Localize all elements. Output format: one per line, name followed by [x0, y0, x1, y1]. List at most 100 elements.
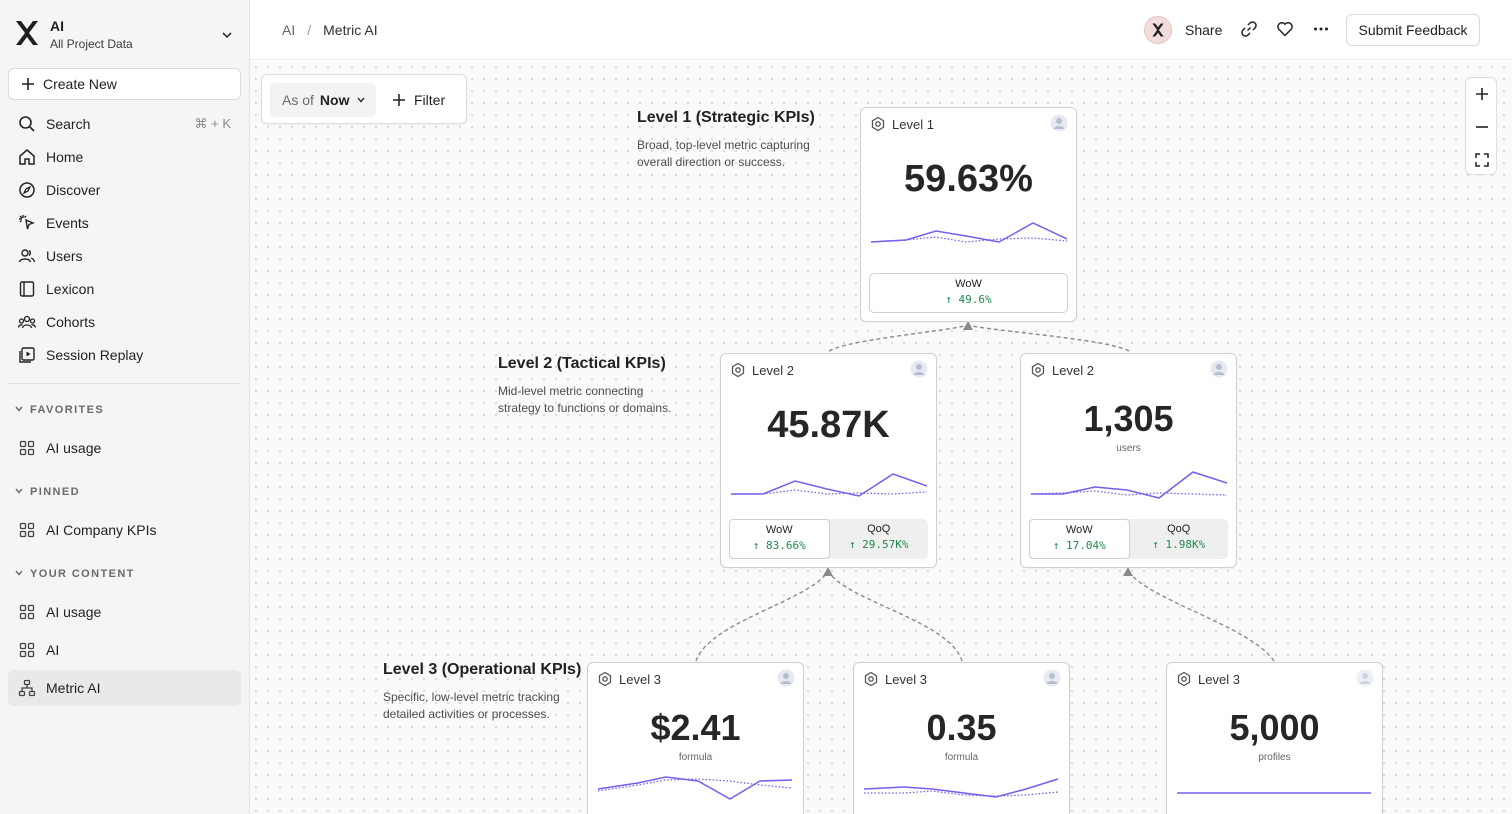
delta-label: QoQ [1167, 523, 1191, 535]
zoom-in-button[interactable] [1466, 78, 1496, 111]
as-of-dropdown[interactable]: As of Now [270, 83, 376, 117]
delta-label: QoQ [867, 523, 891, 535]
fit-view-button[interactable] [1466, 144, 1496, 177]
metric-value: 59.63% [904, 158, 1033, 200]
create-new-label: Create New [43, 76, 117, 92]
delta-qoq[interactable]: QoQ ↑ 1.98K% [1130, 519, 1229, 559]
metric-tree-canvas[interactable]: As of Now Filter Level 1 (Strategic KPIs)… [250, 61, 1512, 814]
create-new-button[interactable]: Create New [8, 68, 241, 100]
metric-card-level-3-c[interactable]: Level 3 5,000 profiles [1166, 662, 1383, 814]
filter-label: Filter [414, 92, 446, 108]
user-avatar-icon [1043, 669, 1061, 687]
nav-session-replay-label: Session Replay [46, 347, 144, 363]
comparison-panel: WoW ↑ 49.6% [869, 273, 1068, 313]
nav-discover-label: Discover [46, 182, 101, 198]
compass-icon [19, 182, 35, 198]
zoom-out-button[interactable] [1466, 111, 1496, 144]
user-avatar-icon [1152, 23, 1164, 37]
level-3-title: Level 3 (Operational KPIs) [383, 661, 582, 678]
add-filter-button[interactable]: Filter [392, 83, 445, 117]
nav-users[interactable]: Users [8, 240, 241, 272]
delta-value: ↑ 17.04% [1052, 539, 1106, 552]
chevron-down-icon [15, 406, 23, 412]
as-of-label: As of [282, 92, 314, 108]
metric-icon [1177, 671, 1191, 687]
level-2-description: Mid-level metric connecting strategy to … [498, 384, 672, 415]
nav-home-label: Home [46, 149, 84, 165]
content-item-ai[interactable]: AI [8, 634, 241, 666]
content-item-metric-ai[interactable]: Metric AI [8, 670, 241, 706]
metric-card-level-2-a[interactable]: Level 2 45.87K WoW ↑ 83.66% QoQ ↑ 29.57K… [720, 353, 937, 568]
nav-discover[interactable]: Discover [8, 174, 241, 206]
share-button[interactable]: Share [1185, 22, 1223, 38]
user-avatar-icon [1356, 669, 1374, 687]
metric-value: 5,000 [1229, 707, 1320, 748]
delta-wow[interactable]: WoW ↑ 17.04% [1029, 519, 1130, 559]
card-title: Level 2 [1052, 363, 1094, 378]
metric-card-level-2-b[interactable]: Level 2 1,305 users WoW ↑ 17.04% QoQ ↑ 1… [1020, 353, 1237, 568]
project-switcher[interactable]: AI All Project Data [14, 16, 236, 56]
metric-value: 1,305 [1083, 398, 1174, 439]
pinned-item-ai-company-kpis[interactable]: AI Company KPIs [8, 514, 241, 546]
nav-session-replay[interactable]: Session Replay [8, 339, 241, 371]
metric-value: 0.35 [926, 707, 997, 748]
nav-search-label: Search [46, 116, 91, 132]
nav-events[interactable]: Events [8, 207, 241, 239]
chevron-down-icon[interactable] [220, 28, 234, 42]
nav-lexicon-label: Lexicon [46, 281, 95, 297]
content-item-label: AI usage [46, 604, 102, 620]
metric-value: $2.41 [650, 707, 741, 748]
nav-cohorts[interactable]: Cohorts [8, 306, 241, 338]
delta-value: ↑ 1.98K% [1152, 538, 1206, 551]
user-avatar-icon [1210, 360, 1228, 378]
level-3-description: Specific, low-level metric tracking deta… [383, 690, 560, 721]
metric-card-level-1[interactable]: Level 1 59.63% WoW ↑ 49.6% [860, 107, 1077, 322]
plus-icon [22, 78, 34, 90]
sidebar-divider [8, 383, 240, 384]
card-title: Level 3 [1198, 672, 1240, 687]
level-1-title: Level 1 (Strategic KPIs) [637, 109, 815, 126]
breadcrumb: AI / Metric AI [282, 22, 378, 38]
heart-icon[interactable] [1276, 20, 1294, 38]
comparison-panel: WoW ↑ 83.66% QoQ ↑ 29.57K% [729, 519, 928, 559]
avatar[interactable] [1144, 16, 1172, 44]
favorites-section-toggle[interactable]: FAVORITES [14, 404, 104, 416]
metric-unit: profiles [1258, 752, 1291, 763]
as-of-value: Now [319, 92, 350, 108]
plus-icon [393, 94, 405, 106]
nav-cohorts-label: Cohorts [46, 314, 96, 330]
pinned-title: PINNED [30, 486, 80, 498]
delta-wow[interactable]: WoW ↑ 83.66% [729, 519, 830, 559]
card-title: Level 3 [885, 672, 927, 687]
metric-tree-icon [18, 679, 36, 697]
delta-wow[interactable]: WoW ↑ 49.6% [870, 274, 1067, 312]
content-item-ai-usage[interactable]: AI usage [8, 596, 241, 628]
delta-label: WoW [765, 524, 793, 536]
favorite-item-ai-usage[interactable]: AI usage [8, 432, 241, 464]
nav-search[interactable]: Search ⌘ + K [8, 108, 241, 140]
more-options-icon[interactable] [1312, 20, 1330, 38]
card-title: Level 1 [892, 117, 934, 132]
pinned-item-label: AI Company KPIs [46, 522, 157, 538]
delta-value: ↑ 29.57K% [848, 538, 909, 551]
project-subtitle: All Project Data [50, 37, 133, 51]
metric-card-level-3-b[interactable]: Level 3 0.35 formula [853, 662, 1070, 814]
delta-qoq[interactable]: QoQ ↑ 29.57K% [830, 519, 929, 559]
pinned-section-toggle[interactable]: PINNED [14, 486, 80, 498]
nav-events-label: Events [46, 215, 89, 231]
breadcrumb-root[interactable]: AI [282, 22, 296, 38]
submit-feedback-button[interactable]: Submit Feedback [1346, 14, 1480, 46]
metric-card-level-3-a[interactable]: Level 3 $2.41 formula [587, 662, 804, 814]
delta-label: WoW [955, 278, 982, 290]
breadcrumb-current: Metric AI [323, 22, 378, 38]
nav-home[interactable]: Home [8, 141, 241, 173]
search-icon [19, 116, 35, 132]
your-content-section-toggle[interactable]: YOUR CONTENT [14, 568, 135, 580]
dashboard-grid-icon [19, 522, 35, 538]
nav-lexicon[interactable]: Lexicon [8, 273, 241, 305]
link-icon[interactable] [1240, 20, 1258, 38]
sparkline-chart [871, 222, 1067, 243]
metric-icon [598, 671, 612, 687]
sparkline-chart [864, 778, 1059, 798]
metric-value: 45.87K [767, 404, 890, 446]
